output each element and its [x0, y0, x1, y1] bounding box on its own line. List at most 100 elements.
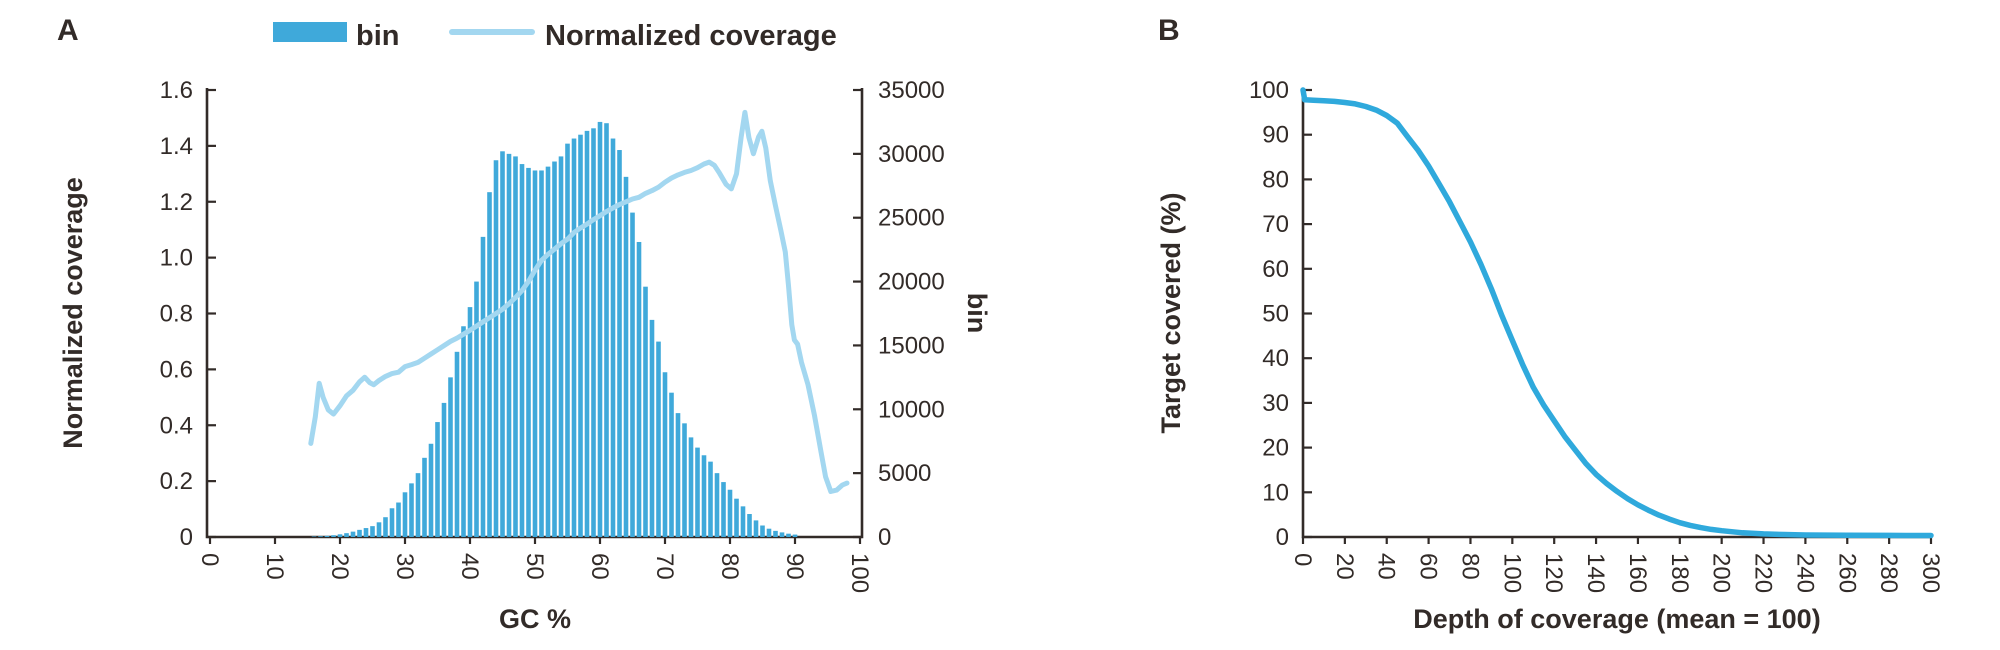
- y-tick-label: 0.4: [160, 412, 193, 439]
- bin-bar: [480, 236, 486, 537]
- bin-bar: [747, 514, 752, 537]
- bin-bar: [584, 130, 590, 537]
- x-tick-label: 160: [1624, 553, 1651, 593]
- bin-bar: [448, 377, 453, 537]
- bin-bar: [435, 422, 440, 537]
- bin-bar: [318, 536, 323, 537]
- bin-bar: [552, 161, 557, 537]
- bin-bar: [519, 164, 525, 537]
- bin-bar: [766, 528, 772, 537]
- y-tick-label: 0: [1276, 524, 1289, 551]
- y-tick-label: 80: [1262, 166, 1289, 193]
- bin-bar: [539, 170, 544, 537]
- bin-bar: [474, 281, 479, 537]
- legend-bin-swatch: [273, 22, 347, 42]
- x-tick-label: 280: [1875, 553, 1902, 593]
- bin-bar: [675, 413, 681, 537]
- x-tick-label: 30: [391, 553, 418, 580]
- x-tick-label: 20: [326, 553, 353, 580]
- x-tick-label: 70: [651, 553, 678, 580]
- y-tick-label: 1.2: [160, 189, 193, 216]
- x-tick-label: 10: [261, 553, 288, 580]
- bin-bar: [708, 461, 713, 537]
- bin-bar: [454, 351, 460, 537]
- x-tick-label: 140: [1582, 553, 1609, 593]
- y-tick-label: 40: [1262, 345, 1289, 372]
- panel-b-plot: 0 10 20 30 40 50 60 70 80 90 100 0 20 40 60 80 100 120 140…: [1249, 77, 1944, 593]
- x-tick-label: 60: [1415, 553, 1442, 580]
- bin-bar: [695, 447, 700, 537]
- a-left-axis-title: Normalized coverage: [58, 177, 88, 449]
- panel-b-label: B: [1158, 14, 1180, 47]
- bin-bar: [656, 341, 661, 537]
- target-covered-curve: [1300, 87, 1934, 539]
- bin-bar: [727, 489, 733, 537]
- bin-bar: [337, 534, 343, 537]
- bin-bar: [571, 138, 577, 537]
- bin-bar: [662, 372, 668, 537]
- bin-bar: [357, 529, 362, 537]
- bin-bar: [396, 502, 401, 537]
- bin-bar: [792, 534, 798, 537]
- bin-bar: [604, 123, 609, 537]
- x-tick-label: 180: [1666, 553, 1693, 593]
- x-tick-label: 90: [781, 553, 808, 580]
- x-tick-label: 0: [1289, 553, 1316, 566]
- bin-bar: [383, 517, 388, 537]
- bin-bar: [422, 457, 427, 537]
- x-tick-label: 50: [521, 553, 548, 580]
- y-tick-label: 30000: [878, 141, 945, 168]
- bin-bar: [389, 508, 395, 537]
- y-tick-label: 1.4: [160, 133, 193, 160]
- y-tick-label: 0.8: [160, 301, 193, 328]
- y-tick-label: 10: [1262, 479, 1289, 506]
- bin-bar: [721, 482, 726, 537]
- x-tick-label: 220: [1750, 553, 1777, 593]
- y-tick-label: 10000: [878, 396, 945, 423]
- bin-bar: [786, 533, 791, 537]
- bin-bar: [363, 528, 369, 537]
- bin-bar: [591, 128, 596, 538]
- bin-bar: [597, 121, 603, 537]
- bin-bar: [610, 138, 616, 537]
- y-tick-label: 5000: [878, 460, 931, 487]
- bin-bar: [311, 536, 317, 537]
- a-x-axis-title: GC %: [499, 604, 571, 634]
- x-tick-label: 240: [1791, 553, 1818, 593]
- bin-bar: [506, 153, 512, 537]
- bin-bar: [350, 531, 356, 537]
- bin-bar: [487, 192, 492, 537]
- bin-bar: [526, 167, 531, 538]
- bin-bar: [461, 326, 466, 537]
- bin-bar: [649, 319, 655, 537]
- bin-bar: [331, 535, 336, 537]
- bin-bar: [714, 473, 720, 537]
- bin-bar: [370, 526, 375, 537]
- y-tick-label: 70: [1262, 211, 1289, 238]
- x-tick-label: 40: [456, 553, 483, 580]
- bin-bar: [428, 443, 434, 537]
- y-tick-label: 90: [1262, 122, 1289, 149]
- bin-bar: [636, 241, 642, 538]
- y-tick-label: 20000: [878, 269, 945, 296]
- y-tick-label: 0: [180, 524, 193, 551]
- bin-bar: [578, 134, 583, 537]
- bin-bar: [643, 286, 648, 537]
- y-tick-label: 100: [1249, 77, 1289, 104]
- x-tick-label: 20: [1331, 553, 1358, 580]
- legend-bin-label: bin: [356, 20, 400, 52]
- y-tick-label: 0: [878, 524, 891, 551]
- x-tick-label: 300: [1917, 553, 1944, 593]
- bin-bar: [545, 166, 551, 537]
- bin-bar: [324, 535, 330, 537]
- bin-bar: [617, 150, 622, 538]
- a-right-axis-title: bin: [962, 293, 992, 334]
- y-tick-label: 50: [1262, 301, 1289, 328]
- bin-bar: [376, 522, 382, 537]
- bin-bar: [402, 492, 408, 537]
- bin-bar: [760, 525, 765, 537]
- bin-bar: [701, 455, 707, 537]
- bin-bar: [623, 176, 629, 538]
- bin-bar: [779, 532, 785, 537]
